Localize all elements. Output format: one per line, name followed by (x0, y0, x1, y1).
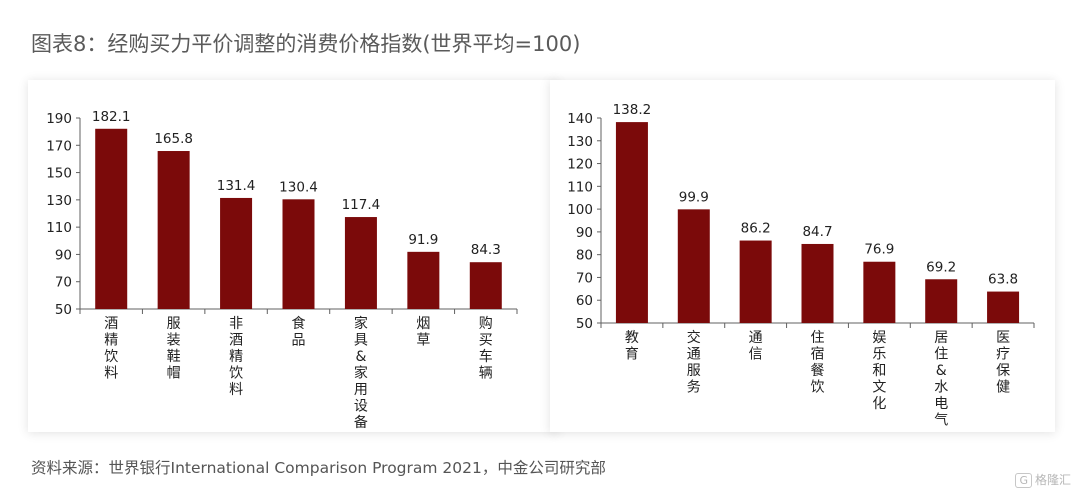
y-tick-label: 70 (576, 270, 593, 286)
category-label: 教育 (625, 330, 639, 363)
bar-chart-left: 50 70 90 110 130 150 170 190 182.1 酒精饮料 165.8 服装鞋帽 1… (46, 109, 518, 431)
value-label: 138.2 (613, 102, 652, 118)
bar (282, 199, 315, 309)
category-label: 食品 (292, 315, 306, 349)
value-label: 69.2 (926, 259, 956, 275)
y-tick-label: 110 (567, 179, 593, 195)
bar (739, 240, 772, 323)
watermark-logo-icon: G (1015, 473, 1032, 488)
y-tick-label: 70 (55, 275, 72, 291)
bar (157, 151, 190, 309)
category-label: 通信 (749, 330, 763, 363)
bar (987, 291, 1020, 323)
value-label: 86.2 (741, 221, 771, 237)
value-label: 182.1 (92, 109, 131, 125)
y-tick-label: 130 (567, 134, 593, 150)
bar (677, 209, 710, 323)
category-label: 购买车辆 (479, 316, 493, 382)
y-tick-label: 100 (567, 202, 593, 218)
value-label: 117.4 (342, 197, 381, 213)
bar (615, 122, 648, 323)
bar (925, 279, 958, 323)
y-tick-label: 190 (46, 111, 72, 127)
bar (469, 262, 502, 309)
y-tick-label: 90 (576, 225, 593, 241)
category-label: 住宿餐饮 (811, 330, 825, 396)
y-tick-label: 110 (46, 220, 72, 236)
value-label: 91.9 (408, 232, 438, 248)
y-tick-label: 170 (46, 138, 72, 154)
category-label: 非酒精饮料 (229, 316, 243, 398)
chart-panel-right: 50 60 70 80 90 100 110 120 130 140 138.2 教育 99.9 交通服务… (550, 80, 1055, 432)
category-label: 家具&家用设备 (354, 315, 368, 431)
y-tick-label: 120 (567, 157, 593, 173)
value-label: 76.9 (864, 242, 894, 258)
watermark: G 格隆汇 (1015, 471, 1071, 488)
value-label: 63.8 (988, 272, 1018, 288)
value-label: 165.8 (154, 131, 193, 147)
source-note: 资料来源：世界银行International Comparison Progra… (31, 459, 606, 477)
category-label: 医疗保健 (996, 330, 1010, 396)
chart-title: 图表8：经购买力平价调整的消费价格指数(世界平均=100) (31, 32, 581, 56)
bar (863, 261, 896, 323)
y-tick-label: 50 (576, 316, 593, 332)
watermark-text: 格隆汇 (1034, 473, 1071, 487)
bar (344, 217, 377, 309)
value-label: 84.7 (802, 224, 832, 240)
y-tick-label: 130 (46, 193, 72, 209)
category-label: 居住&水电气 (934, 330, 948, 429)
y-tick-label: 60 (576, 293, 593, 309)
bar (95, 128, 128, 309)
bar (801, 243, 834, 323)
y-tick-label: 140 (567, 111, 593, 127)
bar-chart-right: 50 60 70 80 90 100 110 120 130 140 138.2 教育 99.9 交通服务… (567, 102, 1035, 429)
chart-panel-left: 50 70 90 110 130 150 170 190 182.1 酒精饮料 165.8 服装鞋帽 1… (28, 80, 558, 432)
y-tick-label: 50 (55, 302, 72, 318)
bar (407, 251, 440, 309)
y-tick-label: 150 (46, 166, 72, 182)
category-label: 酒精饮料 (104, 316, 118, 382)
category-label: 娱乐和文化 (872, 330, 886, 412)
value-label: 131.4 (217, 178, 256, 194)
value-label: 130.4 (279, 179, 318, 195)
category-label: 烟草 (416, 316, 430, 349)
category-label: 服装鞋帽 (167, 316, 181, 382)
y-tick-label: 90 (55, 247, 72, 263)
value-label: 84.3 (471, 242, 501, 258)
value-label: 99.9 (679, 189, 709, 205)
category-label: 交通服务 (687, 329, 701, 396)
bar (220, 197, 253, 309)
y-tick-label: 80 (576, 248, 593, 264)
